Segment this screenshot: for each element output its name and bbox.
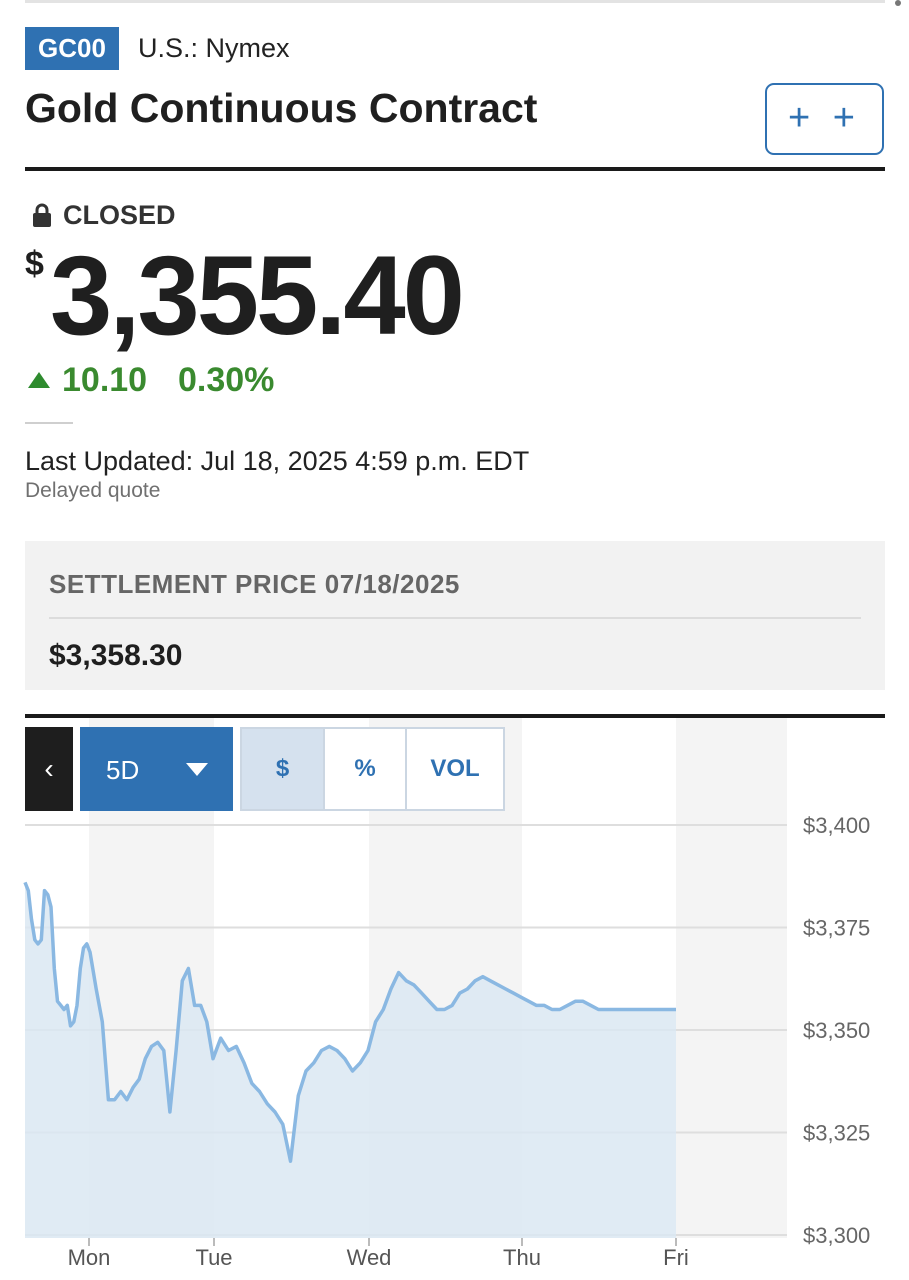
mode-volume-button[interactable]: VOL [430, 755, 480, 782]
delayed-quote-note: Delayed quote [25, 479, 161, 502]
price-line[interactable] [23, 881, 676, 1163]
scrollbar-thumb[interactable] [895, 0, 901, 6]
day-band [676, 718, 787, 1238]
up-arrow-icon [28, 372, 50, 388]
range-selector[interactable]: 5D [80, 727, 233, 811]
chart-mode-toggle: $ % VOL [240, 727, 505, 811]
x-tick-label: Thu [503, 1245, 541, 1270]
chart-divider [25, 714, 885, 718]
last-price: 3,355.40 [50, 233, 465, 358]
page-title: Gold Continuous Contract [25, 85, 538, 131]
price-change: 10.10 [62, 361, 148, 399]
x-tick-label: Fri [663, 1245, 689, 1270]
price-change-percent: 0.30% [178, 361, 275, 399]
lock-icon [33, 203, 51, 227]
y-tick-label: $3,375 [803, 916, 870, 941]
x-tick-label: Tue [195, 1245, 232, 1270]
chevron-left-icon[interactable]: ‹ [25, 727, 73, 811]
settlement-label: SETTLEMENT PRICE 07/18/2025 [49, 569, 460, 599]
currency-symbol: $ [25, 245, 44, 283]
exchange-label: U.S.: Nymex [138, 33, 290, 63]
market-status: CLOSED [63, 200, 176, 230]
mode-dollar-button[interactable]: $ [242, 729, 325, 809]
y-tick-label: $3,350 [803, 1018, 870, 1043]
caret-down-icon [186, 763, 208, 776]
settlement-divider [49, 617, 861, 619]
header-divider [25, 167, 885, 171]
divider [25, 422, 73, 424]
settlement-panel: SETTLEMENT PRICE 07/18/2025 $3,358.30 [25, 541, 885, 690]
x-tick-label: Wed [347, 1245, 392, 1270]
last-updated: Last Updated: Jul 18, 2025 4:59 p.m. EDT [25, 446, 530, 476]
top-rule [25, 0, 885, 3]
y-tick-label: $3,400 [803, 813, 870, 838]
add-to-watchlist-button[interactable]: + + [765, 83, 884, 155]
settlement-value: $3,358.30 [49, 639, 183, 672]
range-label: 5D [106, 755, 140, 785]
mode-percent-button[interactable]: % [325, 729, 407, 809]
x-tick-label: Mon [68, 1245, 111, 1270]
ticker-badge: GC00 [25, 27, 119, 70]
y-tick-label: $3,325 [803, 1121, 870, 1146]
y-tick-label: $3,300 [803, 1223, 870, 1248]
